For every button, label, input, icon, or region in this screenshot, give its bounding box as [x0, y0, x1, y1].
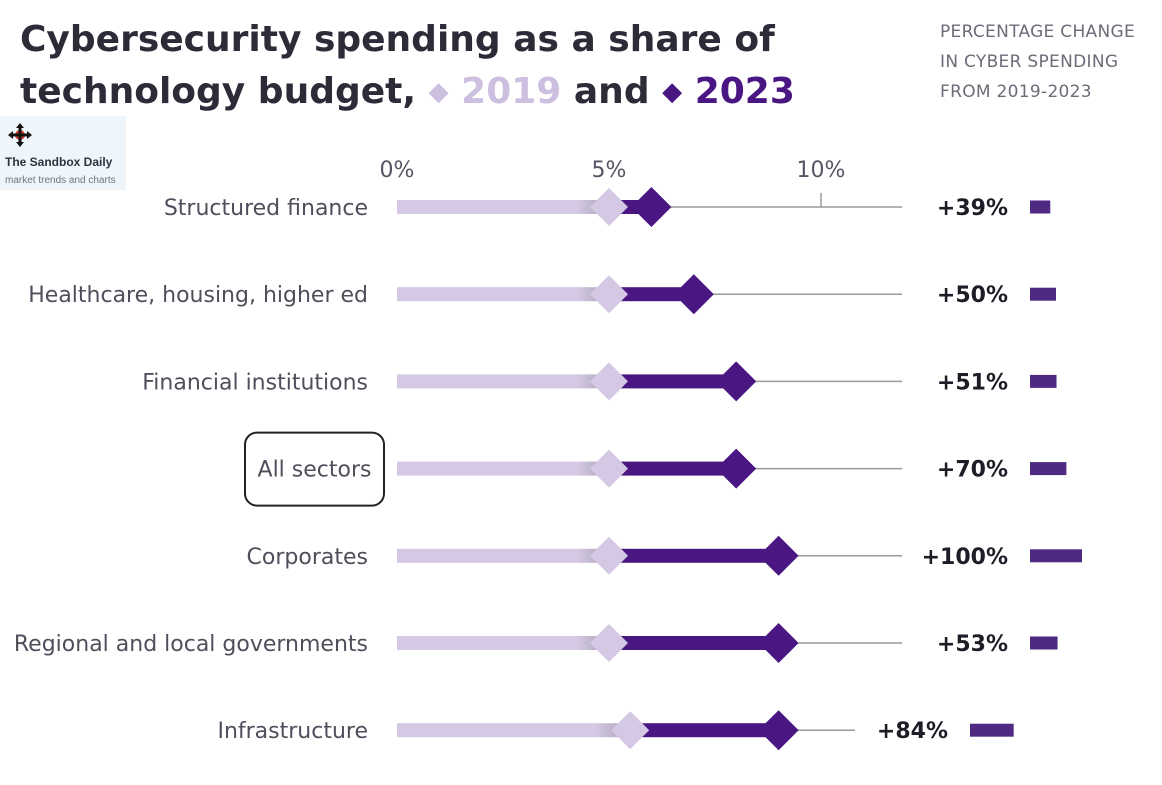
bar-change-2019-2023: [609, 287, 694, 302]
bar-change-2019-2023: [609, 636, 779, 650]
x-axis: 0% 5% 10%: [380, 158, 846, 207]
marker-2023: [631, 187, 672, 227]
change-bar: [1030, 636, 1058, 650]
chart-row: All sectors +70%: [244, 431, 1067, 507]
bar-change-2019-2023: [609, 461, 737, 476]
category-label: Financial institutions: [142, 370, 368, 395]
chart-row: Structured finance +39%: [164, 187, 1051, 227]
legend-2023-marker: ◆: [662, 77, 683, 107]
chart-rows: Structured finance +39% Healthcare, housin…: [14, 187, 1082, 751]
change-label: +39%: [937, 196, 1008, 221]
x-tick-label: 10%: [797, 158, 846, 183]
bar-2019: [397, 287, 609, 302]
legend-2019-label: 2019: [461, 71, 562, 112]
marker-2019: [590, 362, 628, 401]
title-and: and: [573, 71, 650, 112]
change-header-line: IN CYBER SPENDING: [940, 52, 1119, 72]
bar-2019: [397, 723, 631, 738]
change-bar: [1030, 287, 1056, 301]
change-header-line: PERCENTAGE CHANGE: [940, 22, 1136, 42]
marker-2019: [611, 711, 650, 750]
chart-row: Infrastructure +84%: [217, 710, 1014, 751]
bar-2019: [397, 548, 609, 563]
category-label: Structured finance: [164, 196, 368, 221]
source-badge: The Sandbox Daily market trends and char…: [0, 116, 126, 190]
change-bar: [1030, 200, 1051, 214]
category-label: Infrastructure: [217, 719, 368, 744]
marker-2023: [758, 535, 799, 576]
change-label: +70%: [937, 458, 1008, 483]
marker-2019: [590, 275, 628, 314]
badge-name: The Sandbox Daily: [5, 155, 113, 169]
chart-row: Healthcare, housing, higher ed +50%: [28, 274, 1056, 315]
marker-2019: [590, 624, 628, 662]
change-label: +51%: [937, 370, 1008, 395]
change-bar: [1030, 374, 1057, 388]
bar-change-2019-2023: [609, 374, 737, 389]
category-label: Healthcare, housing, higher ed: [28, 283, 368, 308]
category-label: All sectors: [258, 458, 372, 483]
marker-2019: [590, 188, 628, 226]
change-label: +53%: [937, 632, 1008, 657]
bar-2019: [397, 461, 609, 476]
marker-2019: [590, 449, 628, 488]
marker-2023: [716, 448, 757, 489]
x-tick-label: 0%: [380, 158, 415, 183]
category-label: Corporates: [247, 545, 368, 570]
marker-2019: [590, 536, 628, 575]
change-label: +100%: [922, 545, 1008, 570]
bar-2019: [397, 636, 609, 650]
marker-2023: [758, 623, 799, 663]
bar-change-2019-2023: [609, 548, 779, 563]
chart-title: Cybersecurity spending as a share of tec…: [20, 14, 920, 118]
bar-change-2019-2023: [630, 723, 779, 738]
change-header-line: FROM 2019-2023: [940, 82, 1092, 102]
chart-row: Financial institutions +51%: [142, 361, 1057, 402]
change-label: +84%: [877, 719, 948, 744]
legend-2019-marker: ◆: [428, 77, 449, 107]
marker-2023: [758, 710, 799, 751]
bar-2019: [397, 374, 609, 389]
change-bar: [1030, 549, 1082, 563]
title-text: Cybersecurity spending as a share of tec…: [20, 19, 775, 112]
marker-2023: [673, 274, 714, 315]
change-bar: [970, 723, 1014, 737]
x-tick-label: 5%: [592, 158, 627, 183]
chart-row: Regional and local governments +53%: [14, 623, 1058, 663]
highlight-box: [244, 431, 385, 507]
category-label: Regional and local governments: [14, 632, 368, 657]
change-label: +50%: [937, 283, 1008, 308]
move-icon: [8, 123, 32, 147]
legend-2023-label: 2023: [694, 71, 795, 112]
bar-2019: [397, 200, 609, 214]
marker-2023: [716, 361, 757, 402]
change-bar: [1030, 462, 1067, 476]
change-column-header: PERCENTAGE CHANGE IN CYBER SPENDING FROM…: [940, 17, 1155, 107]
badge-tagline: market trends and charts: [5, 175, 116, 186]
chart-row: Corporates +100%: [247, 535, 1082, 576]
